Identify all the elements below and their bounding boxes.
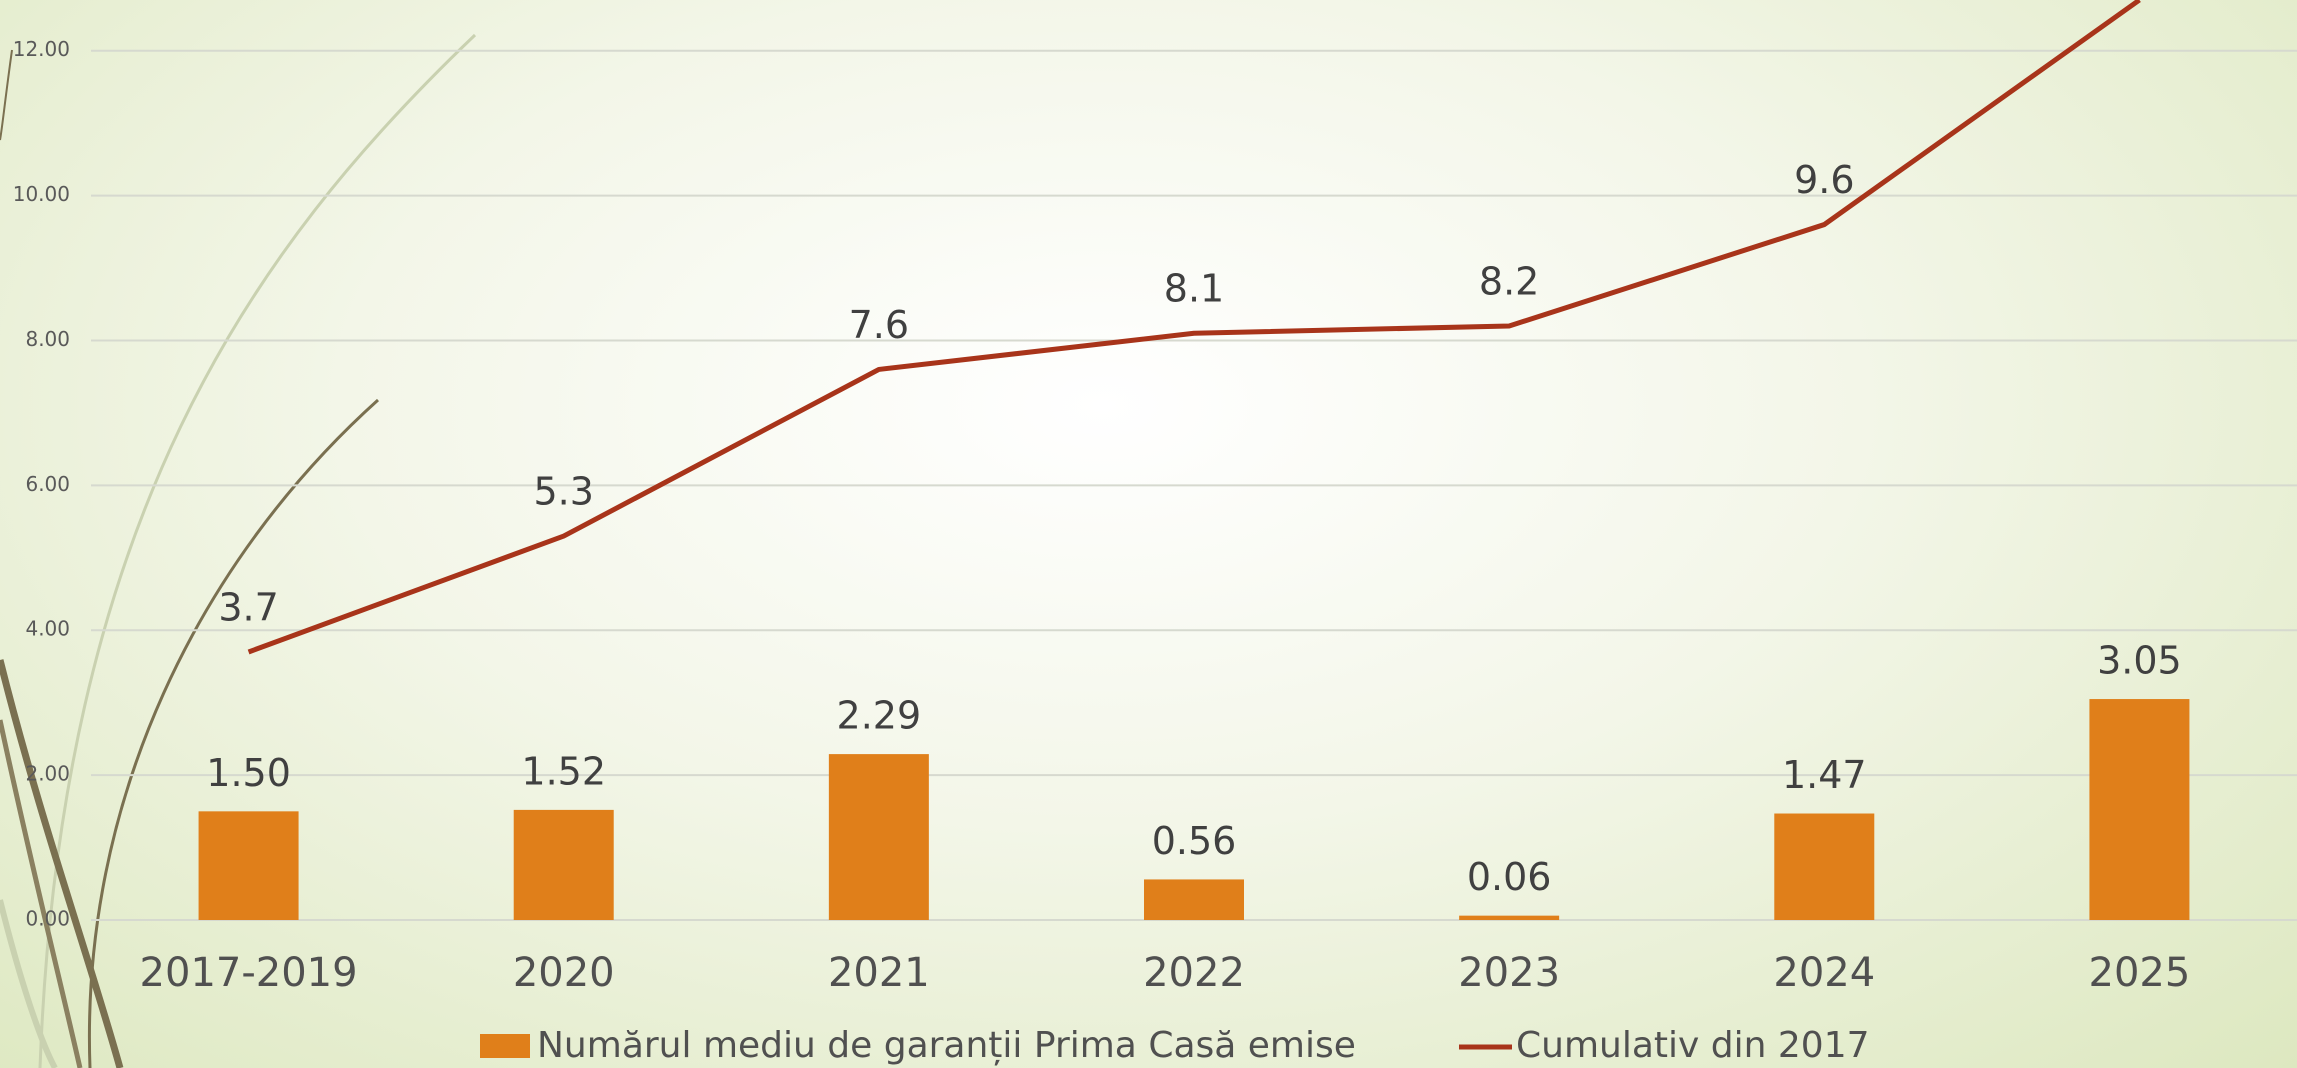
legend-label: Cumulativ din 2017 — [1516, 1025, 1870, 1066]
bar — [828, 754, 929, 920]
x-tick-label: 2024 — [1773, 950, 1875, 996]
y-tick-label: 2.00 — [25, 762, 70, 786]
data-label: 1.52 — [521, 749, 606, 793]
y-tick-label: 8.00 — [25, 327, 70, 351]
swoosh — [38, 33, 477, 1068]
data-label: 2.29 — [837, 694, 922, 738]
swoosh — [0, 659, 124, 1068]
legend-label: Numărul mediu de garanții Prima Casă emi… — [537, 1025, 1356, 1066]
data-label: 1.47 — [1782, 753, 1867, 797]
y-tick-label: 12.00 — [13, 37, 70, 61]
decoration — [0, 33, 477, 1068]
bar — [1459, 915, 1560, 920]
data-label: 1.50 — [206, 751, 291, 795]
bar — [1144, 879, 1244, 920]
data-label: 9.6 — [1794, 158, 1854, 202]
legend-swatch — [480, 1034, 530, 1058]
swoosh — [87, 398, 380, 1068]
bar — [1774, 813, 1875, 920]
data-label: 7.6 — [849, 303, 909, 347]
bar — [198, 811, 299, 920]
bar — [2089, 699, 2190, 920]
y-tick-label: 6.00 — [25, 472, 70, 496]
data-label: 3.7 — [218, 585, 278, 629]
swoosh — [0, 719, 83, 1068]
y-tick-label: 0.00 — [25, 907, 70, 931]
x-tick-label: 2021 — [828, 950, 930, 996]
x-tick-label: 2025 — [2089, 950, 2191, 996]
data-label: 8.2 — [1479, 259, 1539, 303]
x-tick-label: 2020 — [513, 950, 615, 996]
data-label: 0.06 — [1467, 855, 1552, 899]
data-label: 3.05 — [2097, 639, 2182, 683]
swoosh — [0, 49, 13, 141]
data-label: 5.3 — [533, 470, 593, 514]
bar — [513, 809, 614, 920]
x-tick-label: 2017-2019 — [140, 950, 358, 996]
data-label: 8.1 — [1164, 267, 1224, 311]
swoosh — [0, 899, 58, 1068]
data-label: 0.56 — [1152, 819, 1237, 863]
line — [247, 0, 2141, 655]
x-tick-label: 2022 — [1143, 950, 1245, 996]
x-tick-label: 2023 — [1458, 950, 1560, 996]
y-tick-label: 4.00 — [25, 617, 70, 641]
y-tick-label: 10.00 — [13, 182, 70, 206]
